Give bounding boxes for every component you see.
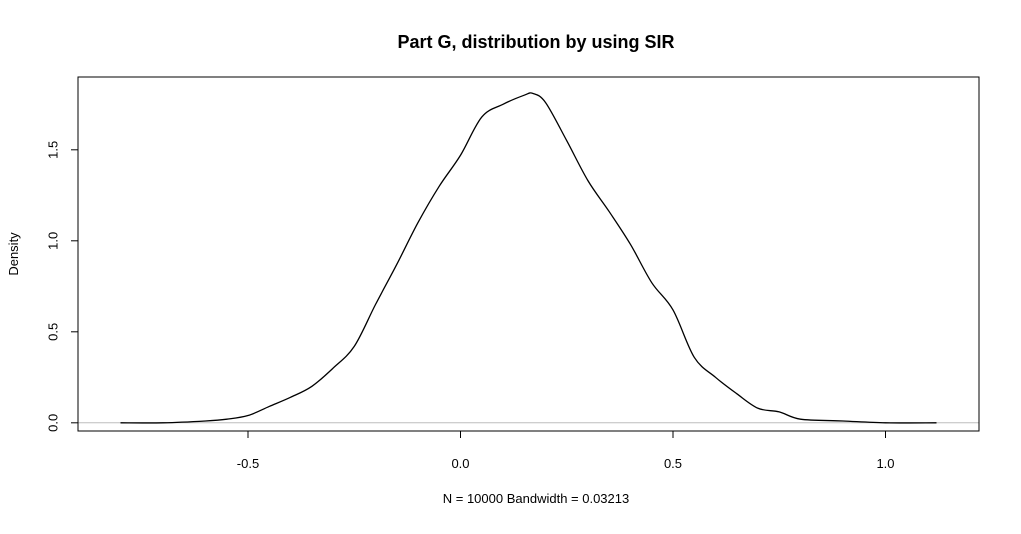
y-tick-label: 0.5 xyxy=(46,323,61,341)
y-tick-label: 0.0 xyxy=(46,414,61,432)
x-tick-label: 0.5 xyxy=(664,456,682,471)
chart-title: Part G, distribution by using SIR xyxy=(397,32,674,52)
plot-frame xyxy=(77,76,980,432)
x-tick-label: -0.5 xyxy=(237,456,259,471)
x-tick-label: 0.0 xyxy=(451,456,469,471)
x-axis-label: N = 10000 Bandwidth = 0.03213 xyxy=(443,491,629,506)
y-axis-label: Density xyxy=(6,232,21,276)
y-tick-label: 1.5 xyxy=(46,141,61,159)
x-tick-label: 1.0 xyxy=(876,456,894,471)
plot-layer: -0.5 0.0 0.5 1.0 0.0 0.5 1.0 1.5 xyxy=(46,76,980,471)
y-tick-label: 1.0 xyxy=(46,232,61,250)
density-curve xyxy=(120,92,937,424)
